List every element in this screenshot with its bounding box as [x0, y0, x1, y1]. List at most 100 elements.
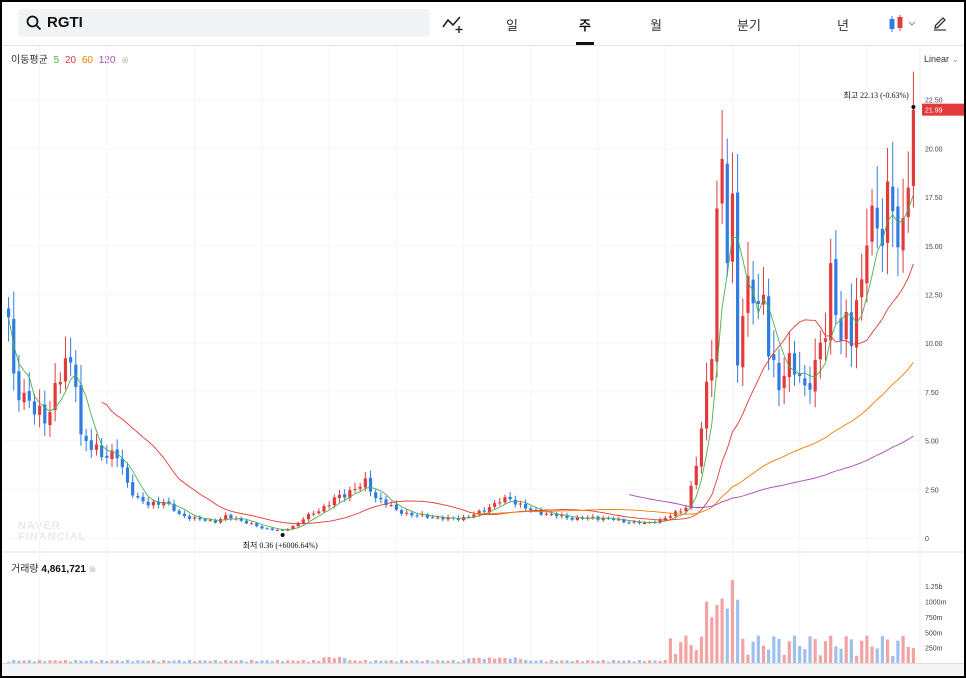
volume-bar — [177, 660, 181, 663]
candle-body — [803, 378, 807, 386]
candle-body — [617, 519, 621, 521]
candle-body — [105, 455, 109, 458]
candle-body — [182, 513, 186, 517]
volume-bar — [131, 661, 135, 663]
candle-body — [622, 519, 626, 523]
candle-body — [69, 357, 73, 363]
volume-bar — [508, 658, 512, 663]
volume-bar — [358, 660, 362, 663]
volume-bar — [513, 657, 517, 663]
low-marker — [280, 532, 285, 537]
candle-body — [193, 517, 197, 519]
volume-bar — [854, 655, 859, 663]
candle-body — [43, 404, 47, 424]
candle-body — [715, 208, 719, 362]
volume-bar — [451, 659, 455, 663]
candle-body — [244, 520, 249, 524]
volume-bar — [53, 660, 57, 663]
tab-day[interactable]: 일 — [506, 18, 518, 33]
volume-bar — [63, 659, 68, 663]
volume-bar — [198, 660, 202, 663]
candle-body — [296, 522, 300, 527]
volume-bar — [596, 660, 600, 663]
candle-body — [456, 517, 461, 520]
y-tick-label: 7.50 — [925, 390, 939, 397]
scale-toggle[interactable]: Linear ⌄ — [924, 54, 959, 65]
volume-bar — [756, 635, 760, 663]
candle-body — [162, 501, 166, 506]
volume-bar — [761, 645, 766, 663]
low-annotation: 최저 0.36 (+6006.64%) — [243, 540, 319, 550]
pencil-icon[interactable] — [932, 15, 948, 31]
candle-body — [177, 510, 181, 514]
volume-bar — [79, 660, 83, 663]
candle-body — [260, 526, 264, 529]
candle-body — [880, 228, 884, 246]
volume-bar — [337, 656, 342, 663]
candle-body — [849, 312, 853, 347]
candle-body — [120, 458, 124, 468]
volume-bar — [389, 660, 393, 663]
tab-month[interactable]: 월 — [650, 18, 662, 33]
volume-bar — [772, 636, 776, 663]
volume-bar — [611, 659, 616, 663]
indicator-icon[interactable] — [442, 14, 464, 34]
candle-body — [306, 514, 311, 520]
candle-body — [767, 296, 771, 357]
candle-body — [156, 501, 161, 505]
volume-bar — [425, 659, 429, 663]
candle-body — [834, 259, 838, 316]
candle-body — [736, 192, 740, 366]
volume-bar — [275, 659, 280, 663]
candle-body — [591, 516, 595, 518]
volume-bar — [653, 660, 657, 663]
volume-bar — [648, 660, 652, 663]
candle-body — [389, 504, 393, 506]
tab-year[interactable]: 년 — [837, 18, 849, 33]
symbol-search[interactable]: RGTI — [18, 9, 430, 37]
volume-bar — [58, 660, 62, 663]
price-chart[interactable]: 0 2.50 5.00 7.50 10.00 12.50 15.00 17.50 20.00 22… — [2, 46, 964, 663]
ma-line-60 — [473, 362, 914, 515]
ma-legend-label: 이동평균 — [11, 55, 48, 66]
volume-label: 거래량 — [11, 564, 39, 575]
volume-bar — [146, 660, 150, 663]
candle-body — [777, 362, 781, 391]
toolbar: RGTI 일 주 월 분기 년 — [2, 2, 964, 46]
volume-bar — [187, 659, 192, 663]
volume-bar — [663, 659, 667, 663]
legend-close-icon[interactable]: ⊗ — [121, 55, 129, 65]
volume-bar — [591, 660, 595, 663]
candle-body — [756, 300, 760, 304]
volume-bar — [477, 657, 481, 663]
candle-body — [477, 510, 481, 515]
tab-week[interactable]: 주 — [579, 18, 591, 33]
candle-body — [141, 496, 145, 502]
volume-bar — [730, 580, 735, 663]
volume-bar — [363, 659, 367, 663]
candle-body — [58, 381, 62, 385]
volume-bar — [860, 640, 864, 663]
volume-bar — [327, 657, 331, 663]
volume-bar — [32, 661, 37, 663]
volume-close-icon[interactable]: ⊗ — [88, 564, 97, 574]
volume-bar — [560, 660, 564, 663]
volume-bar — [792, 635, 797, 663]
volume-bar — [255, 661, 259, 663]
volume-bar — [229, 660, 233, 663]
volume-bar — [296, 660, 300, 663]
tab-quarter[interactable]: 분기 — [737, 18, 761, 33]
volume-bar — [782, 654, 786, 663]
candle-body — [694, 465, 698, 486]
candle-body — [343, 494, 347, 498]
candle-body — [110, 450, 114, 460]
candle-chart-icon[interactable] — [887, 14, 919, 34]
volume-bar — [156, 661, 161, 663]
watermark-line-1: NAVER — [18, 521, 86, 532]
symbol-label: RGTI — [47, 14, 83, 31]
y-tick-label: 12.50 — [925, 293, 943, 300]
candle-body — [208, 520, 212, 522]
volume-value: 4,861,721 — [41, 564, 86, 575]
volume-bar — [94, 661, 99, 663]
candle-body — [436, 517, 440, 519]
